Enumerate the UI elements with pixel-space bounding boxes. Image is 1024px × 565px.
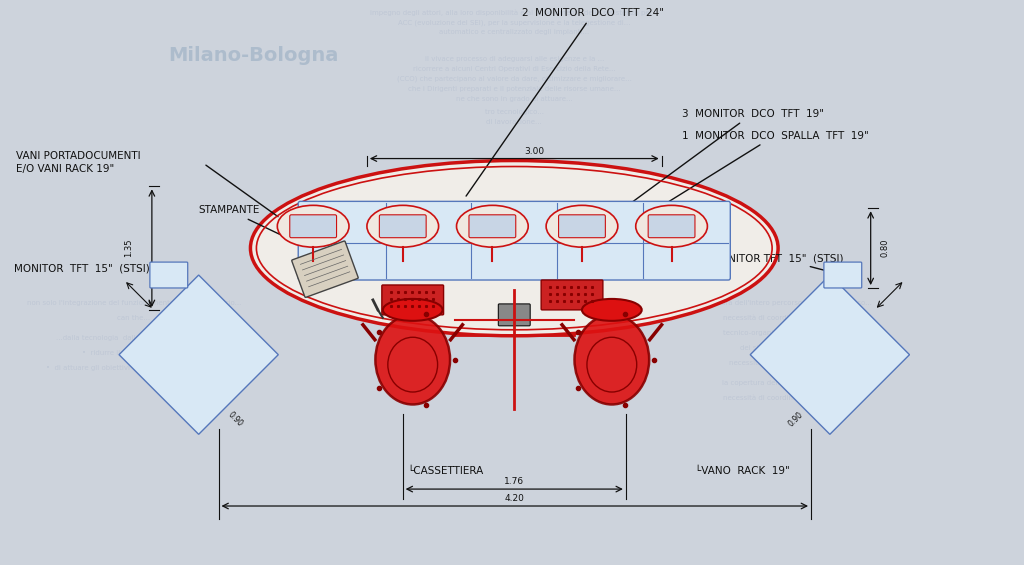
Polygon shape [751,275,909,434]
Text: necessità di coordinamento per...: necessità di coordinamento per... [723,394,840,401]
Text: 0.90: 0.90 [786,410,805,429]
Text: 4.20: 4.20 [505,494,524,503]
Text: can the...: can the... [118,315,151,321]
Text: ricorrere a alcuni Centri Operativi di Esercizio della Rete...: ricorrere a alcuni Centri Operativi di E… [413,66,615,72]
Text: E/O VANI RACK 19": E/O VANI RACK 19" [16,163,115,173]
Text: automatico e centralizzato degli impianti...: automatico e centralizzato degli impiant… [439,29,590,35]
FancyBboxPatch shape [379,215,426,238]
Text: 1.35: 1.35 [125,239,133,258]
Ellipse shape [278,205,349,247]
Text: tecnico-organizzativi per i quali...: tecnico-organizzativi per i quali... [723,330,840,336]
Text: └CASSETTIERA: └CASSETTIERA [408,466,484,476]
FancyBboxPatch shape [298,201,730,280]
Text: necessità di coordinamento...: necessità di coordinamento... [729,360,833,366]
Ellipse shape [574,315,649,405]
Text: VANI PORTADOCUMENTI: VANI PORTADOCUMENTI [16,150,141,160]
Text: che i Dirigenti preparati e il potenziale delle risorse umane...: che i Dirigenti preparati e il potenzial… [408,86,621,92]
Text: STAMPANTE: STAMPANTE [199,205,338,262]
Ellipse shape [251,160,778,336]
FancyBboxPatch shape [292,241,358,297]
FancyBboxPatch shape [541,280,603,310]
Ellipse shape [367,205,438,247]
Text: la copertura dell'intero percorso rappresenta l'uso...: la copertura dell'intero percorso rappre… [690,300,872,306]
Text: tro tecnologico...: tro tecnologico... [484,109,544,115]
FancyBboxPatch shape [648,215,695,238]
FancyBboxPatch shape [150,262,187,288]
FancyBboxPatch shape [469,215,516,238]
Ellipse shape [546,205,617,247]
Ellipse shape [636,205,708,247]
Text: MONITOR TFT  15"  (STSI): MONITOR TFT 15" (STSI) [712,253,844,275]
Ellipse shape [457,205,528,247]
Ellipse shape [383,299,442,321]
Ellipse shape [376,315,451,405]
Text: 1  MONITOR  DCO  SPALLA  TFT  19": 1 MONITOR DCO SPALLA TFT 19" [596,131,868,247]
FancyBboxPatch shape [382,285,443,315]
FancyBboxPatch shape [290,215,337,238]
Text: di lavorazione...: di lavorazione... [486,119,542,125]
Text: (CCO) che partecipano al valore da dare, ottimizzare e migliorare...: (CCO) che partecipano al valore da dare,… [397,76,632,82]
Text: 1.76: 1.76 [504,477,524,486]
Text: dei sistemi territoriali...: dei sistemi territoriali... [740,345,822,351]
Polygon shape [119,275,279,434]
FancyBboxPatch shape [558,215,605,238]
Text: 3.00: 3.00 [524,146,545,155]
Text: il vivace processo di adeguarsi alle esigenze e la ...: il vivace processo di adeguarsi alle esi… [425,56,604,62]
Text: •  ridurre il traffico lavorare...: • ridurre il traffico lavorare... [82,350,185,356]
Text: Milano-Bologna: Milano-Bologna [168,46,339,65]
Text: impegno degli attori, alla loro disponibilità e al superamento della resistenza : impegno degli attori, alla loro disponib… [370,9,658,16]
Text: ACC (evoluzione del SEI), per la supervisione e la telegestione di...: ACC (evoluzione del SEI), per la supervi… [398,19,631,25]
Ellipse shape [582,299,642,321]
Text: 2  MONITOR  DCO  TFT  24": 2 MONITOR DCO TFT 24" [466,8,665,196]
FancyBboxPatch shape [499,304,530,326]
Text: ...dalla tecnologia  dalla capacità di linea e...: ...dalla tecnologia dalla capacità di li… [55,335,212,341]
Text: necessità di coordinamento per...: necessità di coordinamento per... [723,315,840,321]
FancyBboxPatch shape [824,262,862,288]
Text: MONITOR  TFT  15"  (STSI): MONITOR TFT 15" (STSI) [14,263,151,273]
Text: •  di attuare gli obiettivi di qualità di produzione...: • di attuare gli obiettivi di qualità di… [46,364,222,371]
Text: ne che sono in grado di attuare...: ne che sono in grado di attuare... [456,96,572,102]
Text: 0.80: 0.80 [881,239,890,258]
Text: la copertura dell'intero percorso...: la copertura dell'intero percorso... [722,380,841,385]
Text: └VANO  RACK  19": └VANO RACK 19" [695,466,791,476]
Text: non solo l'integrazione del funzionamento da soli al proprio...: non solo l'integrazione del funzionament… [27,300,241,306]
Text: 3  MONITOR  DCO  TFT  19": 3 MONITOR DCO TFT 19" [596,108,823,229]
Text: 0.90: 0.90 [226,410,245,429]
